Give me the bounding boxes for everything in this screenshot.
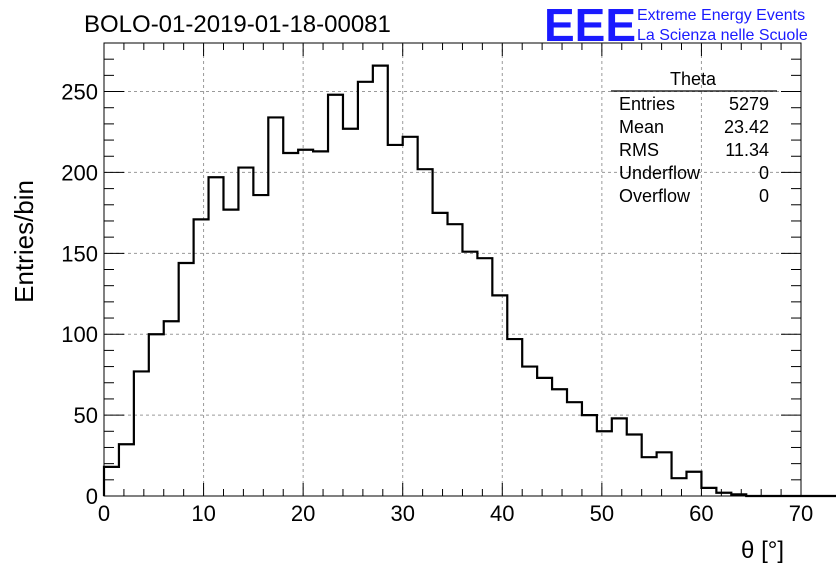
stats-underflow-label: Underflow bbox=[619, 163, 701, 183]
stats-rms-label: RMS bbox=[619, 140, 659, 160]
x-tick-label: 50 bbox=[590, 501, 614, 526]
logo-line-2: La Scienza nelle Scuole bbox=[637, 27, 808, 44]
y-tick-label: 200 bbox=[61, 160, 98, 185]
stats-underflow-value: 0 bbox=[759, 163, 769, 183]
axis-ticks bbox=[103, 42, 802, 497]
grid bbox=[104, 43, 801, 496]
x-tick-label: 10 bbox=[191, 501, 215, 526]
chart-title: BOLO-01-2019-01-18-00081 bbox=[84, 11, 391, 38]
tick-labels: 0 10 20 30 40 50 60 70 0 50 100 150 200 250 bbox=[61, 80, 813, 526]
y-tick-label: 250 bbox=[61, 80, 98, 105]
y-tick-label: 0 bbox=[86, 484, 98, 509]
logo-line-1: Extreme Energy Events bbox=[637, 7, 805, 24]
stats-title: Theta bbox=[670, 69, 717, 89]
y-tick-label: 150 bbox=[61, 241, 98, 266]
y-tick-label: 100 bbox=[61, 322, 98, 347]
histogram-outline bbox=[102, 64, 836, 498]
x-tick-label: 20 bbox=[291, 501, 315, 526]
stats-mean-value: 23.42 bbox=[724, 117, 769, 137]
y-axis-label: Entries/bin bbox=[9, 180, 39, 303]
x-tick-label: 30 bbox=[390, 501, 414, 526]
stats-rms-value: 11.34 bbox=[725, 140, 769, 160]
y-tick-label: 50 bbox=[74, 403, 98, 428]
x-tick-label: 40 bbox=[490, 501, 514, 526]
stats-mean-label: Mean bbox=[619, 117, 664, 137]
x-tick-label: 60 bbox=[689, 501, 713, 526]
stats-overflow-label: Overflow bbox=[619, 186, 691, 206]
stats-box: Theta Entries 5279 Mean 23.42 RMS 11.34 … bbox=[611, 69, 777, 206]
x-tick-label: 0 bbox=[98, 501, 110, 526]
stats-entries-value: 5279 bbox=[729, 94, 769, 114]
x-axis-label: θ [°] bbox=[741, 537, 784, 564]
stats-overflow-value: 0 bbox=[759, 186, 769, 206]
eee-logo: EEE Extreme Energy Events La Scienza nel… bbox=[544, 0, 808, 51]
stats-entries-label: Entries bbox=[619, 94, 675, 114]
x-tick-label: 70 bbox=[789, 501, 813, 526]
